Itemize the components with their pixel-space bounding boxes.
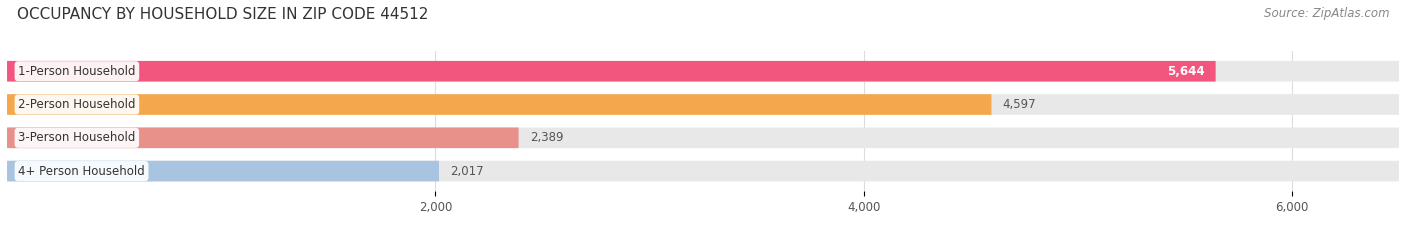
FancyBboxPatch shape <box>7 127 519 148</box>
FancyBboxPatch shape <box>7 161 1399 182</box>
Text: 2-Person Household: 2-Person Household <box>18 98 135 111</box>
FancyBboxPatch shape <box>7 61 1216 82</box>
Text: Source: ZipAtlas.com: Source: ZipAtlas.com <box>1264 7 1389 20</box>
FancyBboxPatch shape <box>7 161 439 182</box>
FancyBboxPatch shape <box>7 94 991 115</box>
FancyBboxPatch shape <box>7 61 1399 82</box>
Text: 5,644: 5,644 <box>1167 65 1205 78</box>
FancyBboxPatch shape <box>7 94 1399 115</box>
Text: 1-Person Household: 1-Person Household <box>18 65 135 78</box>
Text: OCCUPANCY BY HOUSEHOLD SIZE IN ZIP CODE 44512: OCCUPANCY BY HOUSEHOLD SIZE IN ZIP CODE … <box>17 7 429 22</box>
Text: 4,597: 4,597 <box>1002 98 1036 111</box>
Text: 4+ Person Household: 4+ Person Household <box>18 164 145 178</box>
Text: 2,389: 2,389 <box>530 131 564 144</box>
Text: 2,017: 2,017 <box>450 164 484 178</box>
Text: 3-Person Household: 3-Person Household <box>18 131 135 144</box>
FancyBboxPatch shape <box>7 127 1399 148</box>
